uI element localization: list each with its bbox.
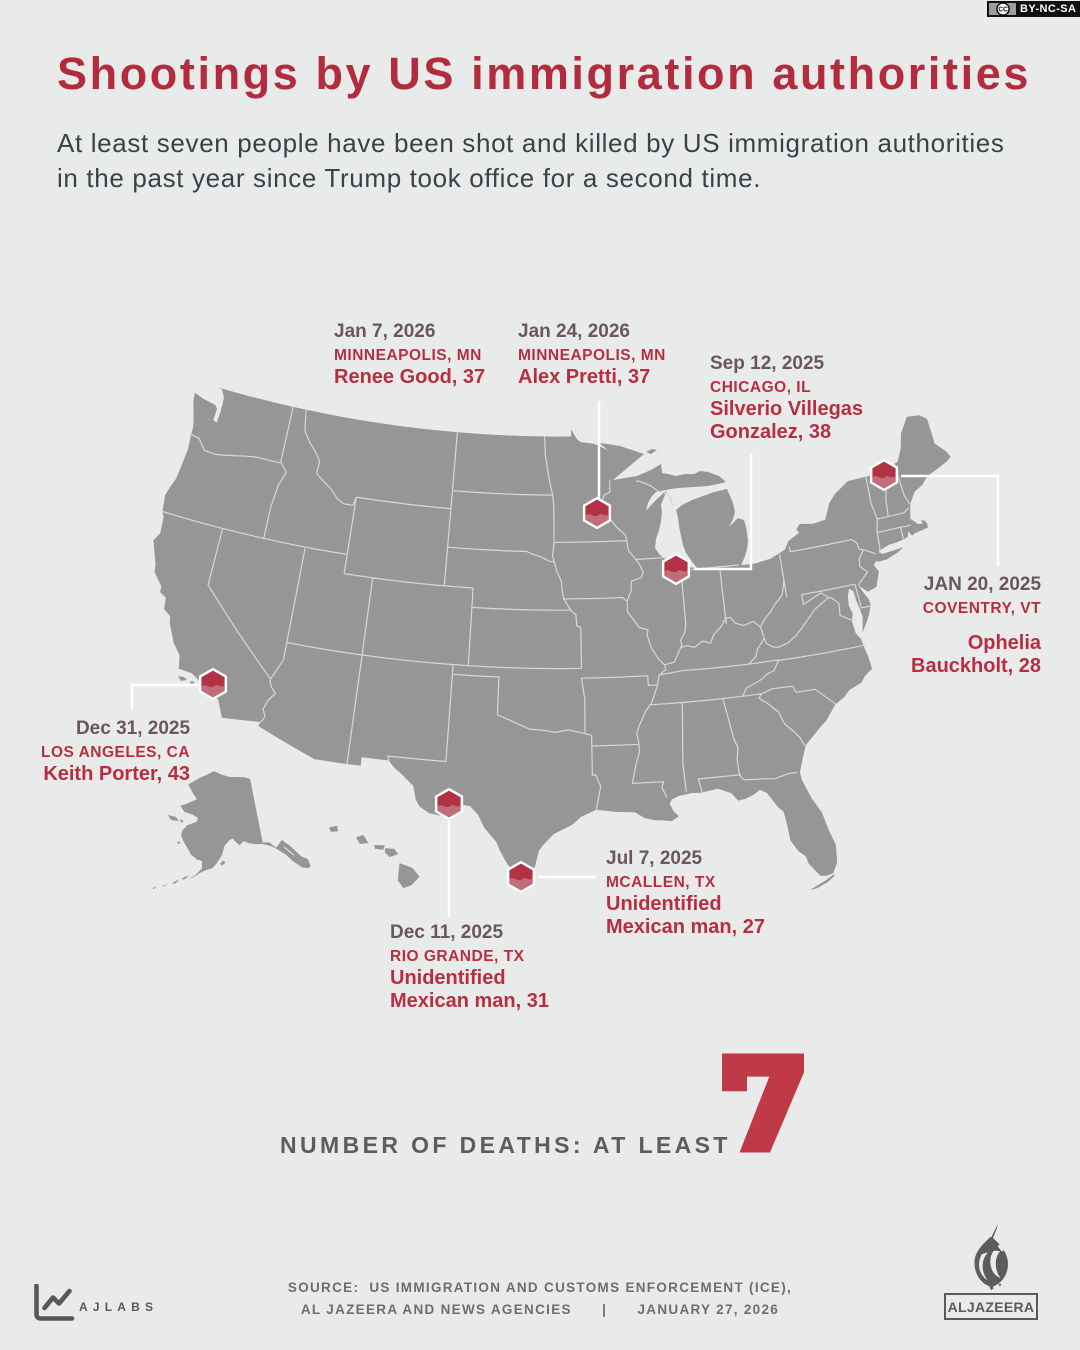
svg-text:CC: CC: [998, 7, 1008, 14]
